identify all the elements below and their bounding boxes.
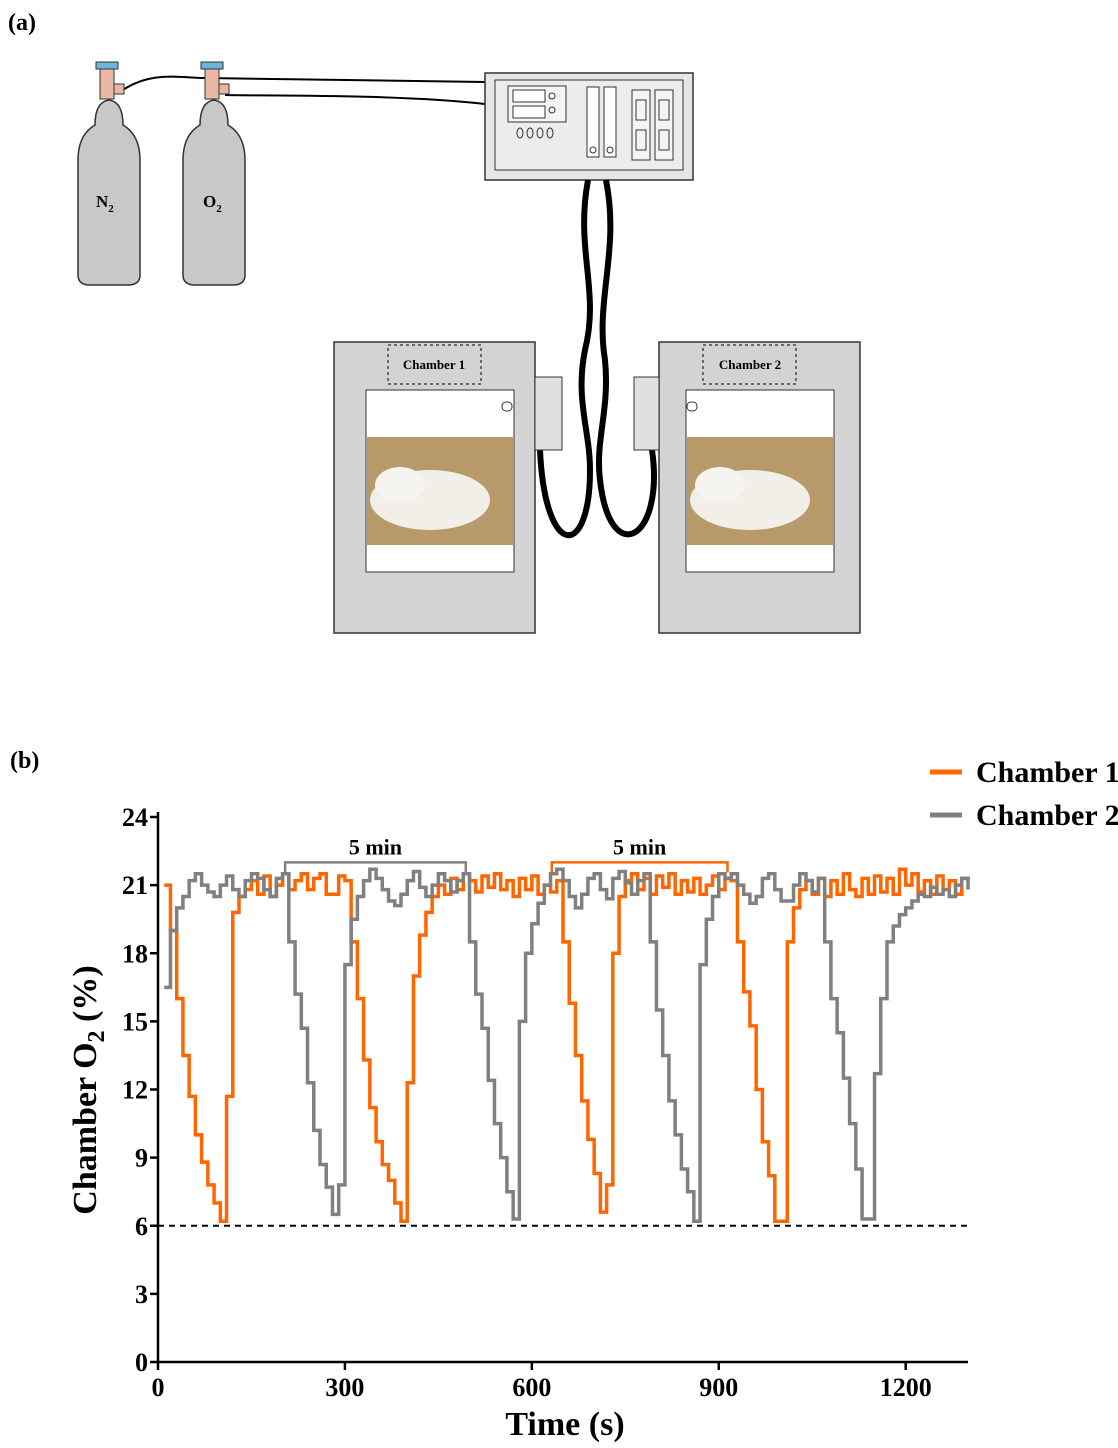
data-line [164,867,970,1223]
cylinder-label: N2 [96,192,114,215]
y-tick-label: 24 [122,803,148,832]
x-tick-label: 900 [699,1373,738,1402]
y-tick-label: 18 [122,939,148,968]
y-tick-label: 12 [122,1076,148,1105]
chamber-label: Chamber 2 [719,357,781,372]
chamber-label: Chamber 1 [403,357,465,372]
cylinder-label: O2 [203,192,222,215]
data-line [164,867,970,1223]
y-tick-label: 3 [135,1280,148,1309]
hose [224,94,486,105]
label-sub: 2 [216,203,222,215]
y-tick-label: 9 [135,1144,148,1173]
annotation-label: 5 min [613,834,666,859]
legend-label: Chamber 2 [976,799,1118,832]
cylinder: O2 [182,61,246,286]
bracket [283,861,468,873]
label-sub: 2 [84,1030,110,1042]
controller [484,72,694,181]
chamber: Chamber 1 [333,341,563,634]
x-tick-label: 1200 [880,1373,932,1402]
tube [595,179,657,538]
panel-label: (b) [10,748,39,774]
y-tick-label: 6 [135,1212,148,1241]
label-sub: 2 [108,203,114,215]
x-tick-label: 600 [512,1373,551,1402]
bracket [550,861,729,873]
panel-a: (a) N2 O2 Chamber 1 Chamber 2 [8,10,861,634]
y-tick-label: 21 [122,871,148,900]
label-suffix: (%) [67,965,104,1030]
legend-label: Chamber 1 [976,756,1118,789]
x-tick-label: 0 [152,1373,165,1402]
hose [119,75,486,93]
panel-label: (a) [8,10,36,36]
tube [537,179,594,538]
label-main: Chamber O [67,1042,104,1214]
y-tick-label: 0 [135,1348,148,1377]
cylinder: N2 [77,61,141,286]
chamber: Chamber 2 [633,341,861,634]
label-main: N [96,192,109,211]
label-main: O [203,192,216,211]
x-tick-label: 300 [325,1373,364,1402]
annotation-label: 5 min [349,834,402,859]
y-axis-label: Chamber O2 (%) [67,965,110,1214]
panel-b: (b) Time (s) Chamber O2 (%) 036912151821… [10,748,1118,1443]
x-axis-label: Time (s) [505,1406,624,1443]
y-tick-label: 15 [122,1007,148,1036]
